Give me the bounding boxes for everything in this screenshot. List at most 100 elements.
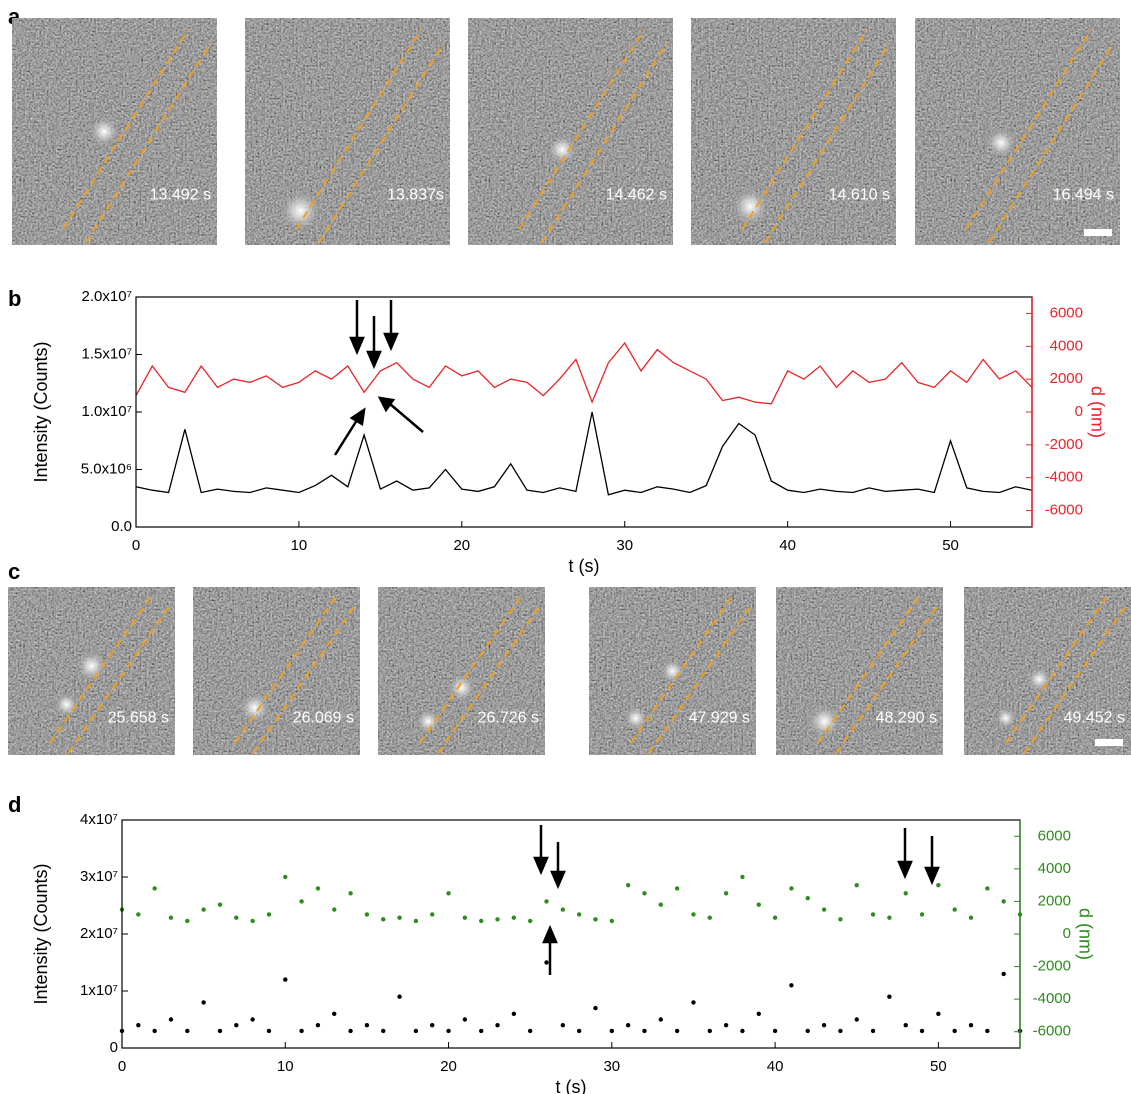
channel-edge — [1023, 604, 1127, 754]
channel-edge — [1004, 594, 1109, 744]
data-point — [479, 918, 484, 924]
arrow — [333, 419, 359, 456]
y2-tick-label: -4000 — [1033, 990, 1071, 1007]
x-tick-label: 20 — [453, 537, 470, 554]
arrow-head — [542, 924, 558, 944]
arrow-head — [533, 856, 549, 876]
micrograph: 48.290 s — [776, 587, 943, 755]
data-point — [511, 1011, 517, 1016]
particle-spot — [659, 657, 686, 685]
data-point — [348, 891, 353, 896]
data-point — [919, 1028, 925, 1034]
y2-tick-label: -4000 — [1045, 469, 1083, 486]
y2-tick-label: -6000 — [1045, 502, 1083, 519]
data-point — [723, 891, 729, 896]
panel-label: b — [8, 286, 21, 311]
channel-edge — [418, 594, 523, 744]
y-tick-label: 4x10⁷ — [80, 811, 118, 828]
chart: 0 10 20 30 40 50 0.0 5.0x10⁶ 1.0x10⁷ 1.5x10⁷ 2.0x1… — [31, 288, 1108, 576]
data-point — [299, 899, 304, 904]
particle-spot — [545, 133, 579, 167]
channel-edge — [317, 42, 445, 244]
data-point — [805, 895, 810, 901]
plot-frame — [121, 819, 1021, 1049]
plot-frame — [135, 296, 1033, 528]
particle-spot — [994, 706, 1018, 730]
x-tick-label: 40 — [767, 1058, 784, 1075]
y2-tick-label: -2000 — [1033, 958, 1071, 975]
channel-edge — [84, 42, 212, 244]
arrow-head — [924, 866, 940, 886]
micrograph: 13.837s — [245, 18, 450, 245]
data-point — [919, 912, 925, 917]
channel-edge — [648, 604, 752, 754]
arrow-head — [897, 860, 913, 880]
data-point — [250, 1017, 255, 1022]
data-point — [332, 907, 337, 912]
arrow-head — [383, 332, 399, 352]
data-point — [609, 1028, 615, 1034]
data-point — [560, 907, 566, 912]
channel-edge — [62, 28, 190, 230]
x-axis-label: t (s) — [569, 556, 600, 576]
data-point — [854, 882, 859, 888]
data-point — [495, 917, 500, 922]
channel-edge — [233, 594, 338, 744]
channel-edge — [437, 604, 541, 754]
y-tick-label: 3x10⁷ — [80, 868, 118, 885]
data-point — [413, 1028, 419, 1034]
x-tick-label: 10 — [277, 1058, 294, 1075]
channel-edge — [987, 42, 1115, 244]
data-point — [348, 1028, 353, 1034]
micrograph: 16.494 s — [915, 18, 1120, 245]
data-point — [136, 1022, 141, 1028]
particle-spot — [87, 115, 121, 148]
particle-spot — [729, 185, 771, 227]
scale-bar — [1084, 229, 1112, 236]
channel-edge — [295, 28, 423, 230]
data-point — [658, 1017, 663, 1022]
arrow-head — [366, 350, 382, 370]
timestamp: 16.494 s — [1053, 186, 1114, 203]
plot-area — [135, 341, 1033, 496]
micrograph: 14.462 s — [468, 18, 673, 245]
data-point — [968, 915, 974, 920]
x-tick-label: 0 — [132, 537, 140, 554]
y-tick-label: 5.0x10⁶ — [81, 460, 132, 477]
particle-spot — [74, 649, 109, 683]
data-point — [625, 1022, 631, 1028]
data-point — [136, 912, 141, 917]
micrograph: 26.069 s — [193, 587, 360, 755]
data-point — [1001, 971, 1006, 977]
y2-tick-label: 4000 — [1038, 860, 1071, 877]
channel-edge — [48, 594, 153, 744]
timestamp: 14.610 s — [829, 186, 890, 203]
data-point — [152, 1028, 157, 1034]
x-tick-label: 50 — [930, 1058, 947, 1075]
data-point — [740, 1028, 745, 1034]
arrow — [389, 403, 424, 433]
data-point — [723, 1022, 729, 1028]
timestamp: 49.452 s — [1064, 709, 1125, 726]
data-point — [625, 882, 631, 888]
arrow-head — [550, 870, 566, 890]
y2-tick-label: -6000 — [1033, 1023, 1071, 1040]
data-point — [560, 1022, 566, 1028]
data-point — [495, 1022, 500, 1028]
particle-spot — [806, 703, 843, 740]
channel-edge — [741, 28, 869, 230]
data-point — [168, 1017, 174, 1022]
timestamp: 26.069 s — [293, 709, 354, 726]
data-point — [870, 912, 876, 917]
data-point — [168, 915, 174, 920]
arrow-head — [349, 407, 366, 427]
data-point — [691, 912, 696, 917]
x-tick-label: 10 — [291, 537, 308, 554]
data-point — [381, 1028, 386, 1034]
panel-label: d — [8, 792, 21, 817]
timestamp: 25.658 s — [108, 709, 169, 726]
particle-spot — [622, 704, 650, 732]
data-point — [903, 1022, 908, 1028]
timestamp: 13.837s — [387, 186, 444, 203]
